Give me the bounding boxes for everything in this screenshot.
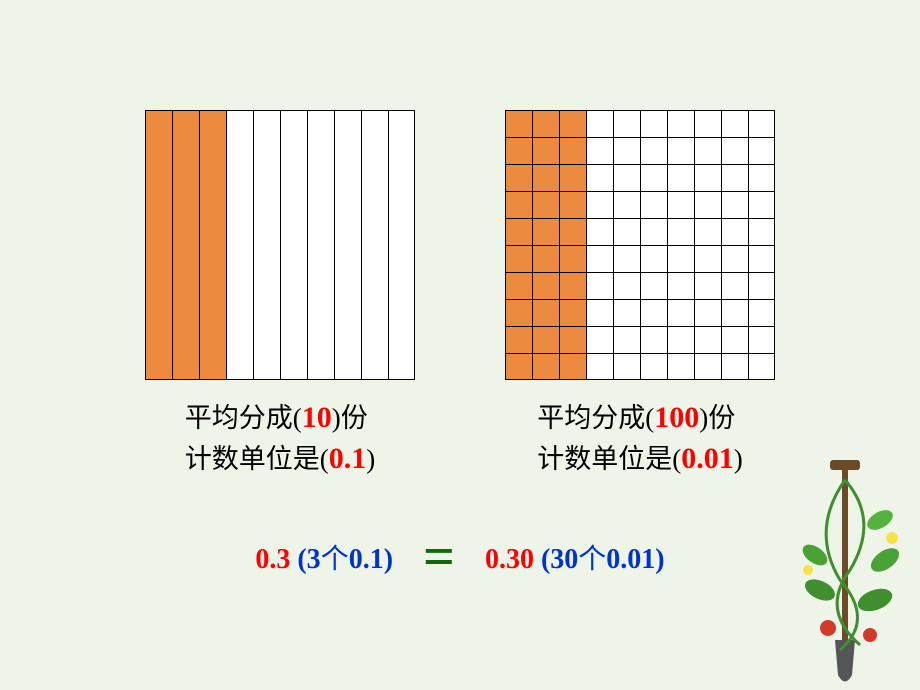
right-line1-suffix: )份: [699, 403, 735, 433]
left-expression: 0.3 (3个0.1): [255, 537, 393, 577]
right-panel: 平均分成(100)份 计数单位是(0.01): [505, 110, 775, 479]
left-expr-close: 0.1): [349, 544, 393, 575]
left-expr-value: 0.3: [255, 544, 290, 575]
right-expr-cn: 个: [578, 544, 606, 575]
right-expression: 0.30 (30个0.01): [485, 537, 665, 577]
left-line2-suffix: ): [366, 444, 375, 474]
left-panel: 平均分成(10)份 计数单位是(0.1): [145, 110, 415, 479]
left-expr-cn: 个: [321, 544, 349, 575]
left-line1-value: 10: [302, 401, 332, 434]
right-expr-value: 0.30: [485, 544, 534, 575]
left-grid: [145, 110, 415, 380]
right-expr-close: 0.01): [606, 544, 664, 575]
equals-sign: =: [423, 535, 455, 580]
right-line2-prefix: 计数单位是(: [537, 444, 681, 474]
right-expr-open: (30: [534, 544, 578, 575]
right-grid: [505, 110, 775, 380]
right-line2-value: 0.01: [681, 442, 734, 475]
left-expr-open: (3: [290, 544, 320, 575]
equation-row: 0.3 (3个0.1) = 0.30 (30个0.01): [0, 535, 920, 580]
left-caption: 平均分成(10)份 计数单位是(0.1): [185, 398, 376, 479]
right-line2-suffix: ): [734, 444, 743, 474]
right-line1-prefix: 平均分成(: [537, 403, 654, 433]
diagram-container: 平均分成(10)份 计数单位是(0.1) 平均分成(100)份 计数单位是(0.…: [0, 0, 920, 479]
right-caption: 平均分成(100)份 计数单位是(0.01): [537, 398, 743, 479]
right-line1-value: 100: [654, 401, 699, 434]
left-line1-suffix: )份: [332, 403, 368, 433]
left-line2-value: 0.1: [329, 442, 367, 475]
left-line1-prefix: 平均分成(: [185, 403, 302, 433]
left-line2-prefix: 计数单位是(: [185, 444, 329, 474]
